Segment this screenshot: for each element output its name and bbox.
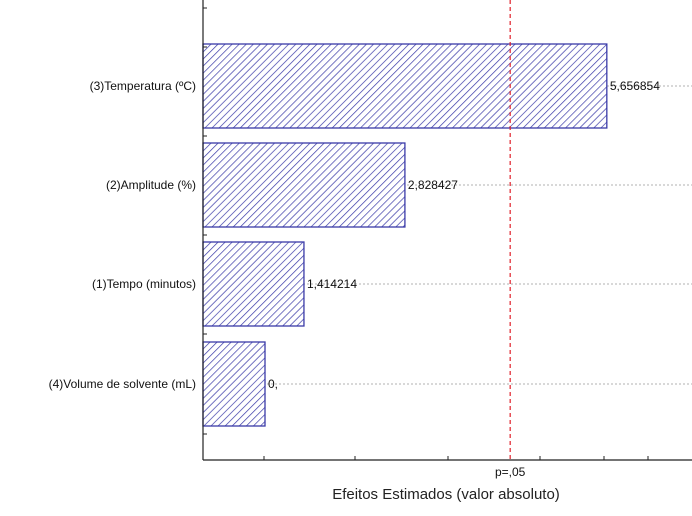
value-label-2: 1,414214 [307, 277, 357, 291]
bar-1 [202, 142, 406, 228]
value-label-3: 0, [268, 377, 278, 391]
category-label-3: (4)Volume de solvente (mL) [49, 377, 196, 391]
bar-0 [202, 43, 608, 129]
axes [202, 0, 692, 461]
bar-2 [202, 241, 305, 327]
value-label-1: 2,828427 [408, 178, 458, 192]
category-label-0: (3)Temperatura (ºC) [90, 79, 196, 93]
category-label-1: (2)Amplitude (%) [106, 178, 196, 192]
category-label-2: (1)Tempo (minutos) [92, 277, 196, 291]
bar-3 [202, 341, 266, 427]
p-value-label: p=,05 [495, 465, 526, 479]
bars [202, 43, 608, 427]
value-label-0: 5,656854 [610, 79, 660, 93]
x-axis-title: Efeitos Estimados (valor absoluto) [332, 486, 560, 503]
gridlines [203, 85, 692, 385]
labels: 5,656854 (3)Temperatura (ºC) 2,828427 (2)Am… [49, 79, 661, 479]
